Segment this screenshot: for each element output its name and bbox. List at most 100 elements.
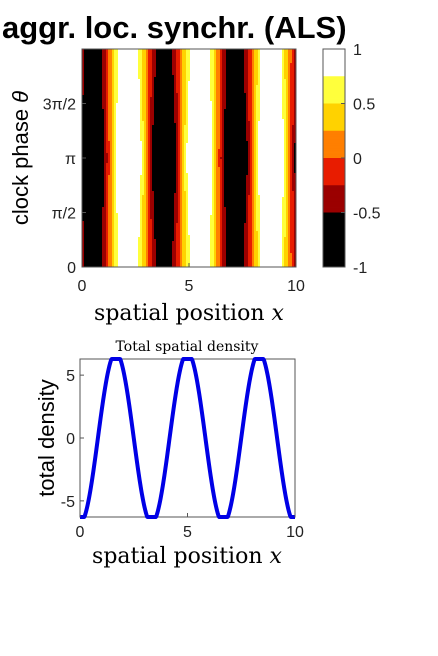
heatmap-cell (134, 103, 137, 106)
heatmap-cell (116, 199, 119, 202)
heatmap-cell (132, 263, 135, 266)
heatmap-cell (136, 191, 139, 194)
heatmap-cell (120, 223, 123, 226)
heatmap-cell (170, 99, 173, 102)
heatmap-cell (84, 187, 87, 190)
heatmap-cell (110, 201, 113, 204)
heatmap-cell (84, 139, 87, 142)
heatmap-cell (136, 119, 139, 122)
heatmap-cell (164, 125, 167, 128)
heatmap-cell (162, 89, 165, 92)
heatmap-cell (114, 91, 117, 94)
heatmap-cell (162, 171, 165, 174)
heatmap-cell (136, 187, 139, 190)
heatmap-cell (96, 57, 99, 60)
heatmap-cell (94, 65, 97, 68)
heatmap-cell (162, 119, 165, 122)
heatmap-cell (122, 65, 125, 68)
heatmap-cell (118, 131, 121, 134)
heatmap-cell (140, 177, 143, 180)
heatmap-cell (134, 107, 137, 110)
heatmap-cell (146, 59, 149, 62)
heatmap-cell (92, 265, 95, 267)
heatmap-cell (142, 81, 145, 84)
heatmap-cell (82, 223, 85, 226)
heatmap-cell (90, 79, 93, 82)
heatmap-cell (84, 129, 87, 132)
heatmap-cell (166, 85, 169, 88)
heatmap-cell (166, 175, 169, 178)
heatmap-cell (172, 173, 175, 176)
heatmap-cell (86, 135, 89, 138)
heatmap-cell (86, 69, 89, 72)
heatmap-cell (134, 87, 137, 90)
heatmap-cell (110, 249, 113, 252)
heatmap-cell (166, 181, 169, 184)
heatmap-cell (118, 189, 121, 192)
heatmap-cell (104, 247, 107, 250)
heatmap-cell (86, 185, 89, 188)
heatmap-cell (136, 217, 139, 220)
heatmap-cell (84, 165, 87, 168)
heatmap-cell (132, 177, 135, 180)
heatmap-cell (164, 147, 167, 150)
heatmap-cell (92, 125, 95, 128)
heatmap-cell (84, 203, 87, 206)
heatmap-cell (152, 245, 155, 248)
heatmap-cell (92, 53, 95, 56)
heatmap-cell (162, 85, 165, 88)
heatmap-cell (110, 199, 113, 202)
heatmap-cell (114, 207, 117, 210)
heatmap-cell (120, 141, 123, 144)
heatmap-cell (108, 177, 111, 180)
heatmap-cell (100, 249, 103, 252)
heatmap-cell (130, 73, 133, 76)
heatmap-cell (140, 215, 143, 218)
heatmap-cell (166, 243, 169, 246)
heatmap-cell (160, 81, 163, 84)
heatmap-cell (122, 217, 125, 220)
heatmap-cell (98, 207, 101, 210)
heatmap-cell (124, 193, 127, 196)
heatmap-cell (128, 215, 131, 218)
heatmap-cell (104, 147, 107, 150)
heatmap-cell (148, 259, 151, 262)
heatmap-cell (128, 125, 131, 128)
heatmap-cell (98, 189, 101, 192)
heatmap-cell (114, 243, 117, 246)
heatmap-cell (84, 163, 87, 166)
heatmap-cell (148, 69, 151, 72)
heatmap-cell (154, 157, 157, 160)
heatmap-cell (148, 105, 151, 108)
heatmap-cell (102, 133, 105, 136)
heatmap-cell (122, 195, 125, 198)
heatmap-cell (84, 103, 87, 106)
heatmap-cell (160, 179, 163, 182)
heatmap-cell (160, 121, 163, 124)
heatmap-cell (132, 85, 135, 88)
heatmap-cell (122, 261, 125, 264)
heatmap-cell (106, 51, 109, 54)
heatmap-cell (160, 183, 163, 186)
heatmap-cell (98, 87, 101, 90)
heatmap-cell (168, 111, 171, 114)
heatmap-cell (100, 119, 103, 122)
heatmap-cell (98, 161, 101, 164)
heatmap-cell (100, 133, 103, 136)
heatmap-cell (142, 187, 145, 190)
heatmap-cell (158, 65, 161, 68)
heatmap-cell (124, 117, 127, 120)
heatmap-cell (86, 113, 89, 116)
heatmap-cell (112, 121, 115, 124)
heatmap-cell (126, 197, 129, 200)
heatmap-cell (138, 99, 141, 102)
heatmap-cell (88, 117, 91, 120)
heatmap-cell (90, 141, 93, 144)
heatmap-cell (160, 257, 163, 260)
heatmap-cell (132, 139, 135, 142)
heatmap-cell (168, 129, 171, 132)
heatmap-cell (86, 145, 89, 148)
heatmap-cell (124, 199, 127, 202)
heatmap-cell (148, 145, 151, 148)
